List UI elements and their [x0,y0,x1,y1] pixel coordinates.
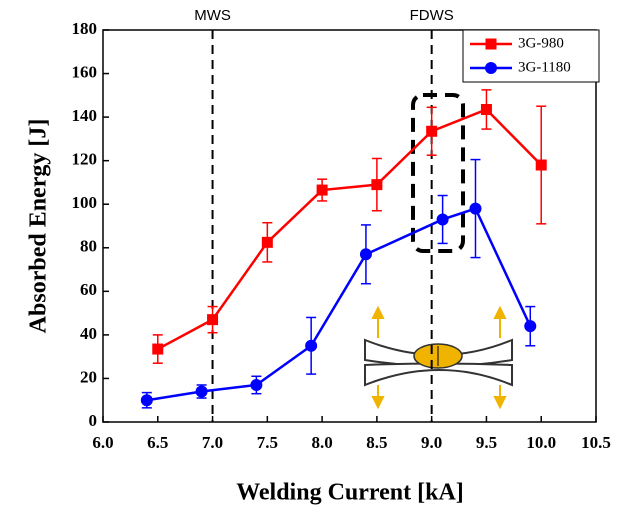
marker [140,394,153,407]
y-tick-label: 60 [80,280,97,299]
x-tick-label: 9.5 [476,433,497,452]
plot-area [102,29,597,423]
marker [359,248,372,261]
highlight-box [411,93,465,253]
marker [316,184,328,196]
force-arrows [371,305,507,410]
x-axis-title: Welding Current [kA] [236,480,464,506]
legend-label: 3G-980 [518,35,564,51]
y-tick-label: 80 [80,237,97,256]
plot-frame [102,29,597,423]
marker [436,213,449,226]
inset-diagram [364,305,513,410]
y-tick-label: 40 [80,324,97,343]
marker [250,378,263,391]
x-tick-label: 6.0 [92,433,113,452]
reference-label: FDWS [410,7,454,24]
legend-marker [485,38,497,50]
marker [426,125,438,137]
series-line [157,108,543,351]
y-axis-title: Absorbed Energy [J] [26,119,52,334]
y-tick-label: 160 [72,62,98,81]
x-tick-label: 10.5 [581,433,611,452]
x-tick-label: 8.0 [311,433,332,452]
marker [535,159,547,171]
x-tick-label: 7.5 [257,433,278,452]
y-tick-label: 0 [89,411,98,430]
y-tick-label: 140 [72,106,98,125]
marker [152,343,164,355]
x-tick-label: 6.5 [147,433,168,452]
x-tick-label: 10.0 [526,433,556,452]
marker [305,339,318,352]
marker [469,202,482,215]
reference-label: MWS [194,7,231,24]
legend-marker [485,62,497,74]
x-tick-label: 8.5 [366,433,387,452]
marker [195,385,208,398]
x-tick-label: 9.0 [421,433,442,452]
marker [480,103,492,115]
marker [207,314,219,326]
legend-label: 3G-1180 [518,59,571,75]
y-tick-label: 180 [72,19,98,38]
y-tick-label: 100 [72,193,98,212]
marker [524,320,537,333]
y-tick-label: 20 [80,367,97,386]
marker [261,236,273,248]
sheet-bottom [364,362,513,387]
y-tick-label: 120 [72,150,98,169]
x-tick-label: 7.0 [202,433,223,452]
marker [371,179,383,191]
